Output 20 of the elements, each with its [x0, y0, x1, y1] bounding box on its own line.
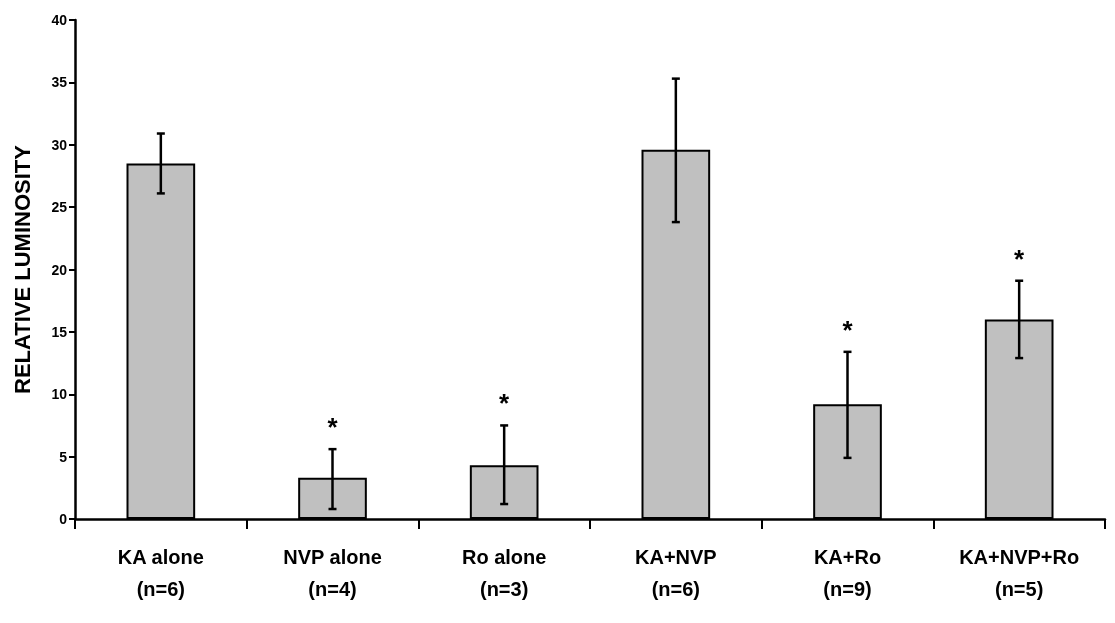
x-tick-label: Ro alone (n=3)	[461, 546, 547, 600]
annotation: *	[842, 314, 854, 345]
y-tick-label: 40	[51, 12, 68, 28]
annotation: *	[1014, 243, 1026, 274]
y-tick-label: 20	[51, 261, 68, 278]
x-tick-label: NVP alone (n=4)	[283, 546, 382, 600]
x-tick-label: KA+NVP+Ro (n=5)	[959, 546, 1080, 600]
y-tick-label: 35	[51, 74, 68, 91]
y-tick-label: 30	[51, 136, 68, 153]
x-tick-label: KA alone (n=6)	[117, 546, 204, 600]
x-tick-label: KA+NVP (n=6)	[634, 546, 717, 600]
y-axis-title: RELATIVE LUMINOSITY	[9, 144, 35, 394]
y-tick-label: 10	[51, 386, 68, 403]
annotation: *	[327, 412, 339, 443]
y-tick-label: 5	[59, 448, 68, 465]
y-tick-label: 0	[59, 511, 68, 527]
x-tick-label: KA+Ro (n=9)	[813, 546, 882, 600]
annotation: *	[499, 388, 511, 419]
y-tick-label: 15	[51, 323, 68, 340]
y-tick-label: 25	[51, 199, 68, 216]
